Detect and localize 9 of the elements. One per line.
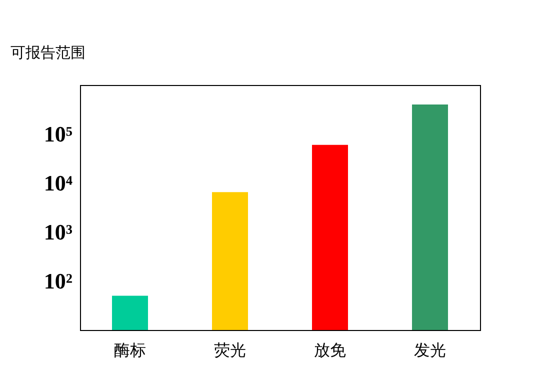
x-tick-label: 酶标	[114, 340, 146, 360]
y-tick-label: 10²	[44, 268, 73, 294]
y-tick-label: 10³	[44, 220, 73, 244]
y-tick-label: 10⁴	[44, 170, 73, 196]
x-tick-label: 发光	[414, 340, 446, 360]
x-tick-label: 荧光	[214, 340, 246, 360]
y-tick-label: 10⁵	[44, 122, 73, 146]
y-axis-title: 可报告范围	[10, 44, 86, 62]
x-tick-label: 放免	[314, 340, 346, 360]
